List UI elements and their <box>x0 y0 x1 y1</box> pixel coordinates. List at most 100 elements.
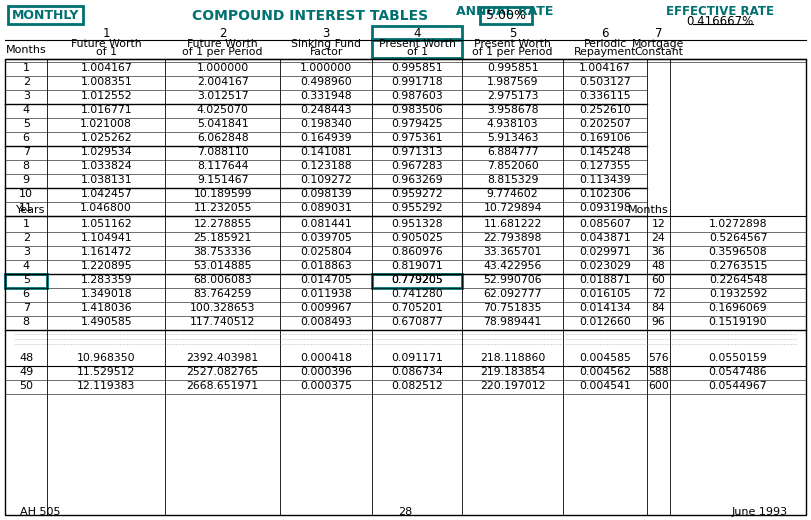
Text: of 1 per Period: of 1 per Period <box>472 47 553 57</box>
Text: 0.336115: 0.336115 <box>579 91 631 101</box>
Text: MONTHLY: MONTHLY <box>12 8 79 21</box>
Text: 0.085607: 0.085607 <box>579 219 631 229</box>
Text: ANNUAL RATE: ANNUAL RATE <box>457 5 554 18</box>
Text: 0.012660: 0.012660 <box>579 317 631 327</box>
Text: 2: 2 <box>23 77 30 87</box>
Text: 62.092777: 62.092777 <box>483 289 542 299</box>
Text: 6: 6 <box>23 133 30 143</box>
Text: 1.104941: 1.104941 <box>80 233 132 243</box>
Text: 0.979425: 0.979425 <box>391 119 443 129</box>
Text: Factor: Factor <box>310 47 343 57</box>
Text: 1.490585: 1.490585 <box>80 317 132 327</box>
Text: 1.418036: 1.418036 <box>80 303 132 313</box>
Text: 600: 600 <box>648 381 669 391</box>
Text: 3.012517: 3.012517 <box>197 91 248 101</box>
Text: 6.062848: 6.062848 <box>197 133 248 143</box>
Text: 22.793898: 22.793898 <box>483 233 542 243</box>
Text: 0.093198: 0.093198 <box>579 203 631 213</box>
Text: 12.119383: 12.119383 <box>77 381 135 391</box>
Text: 0.025804: 0.025804 <box>300 247 352 257</box>
Text: 0.498960: 0.498960 <box>300 77 352 87</box>
Text: 0.959272: 0.959272 <box>391 189 443 199</box>
Text: 1.029534: 1.029534 <box>80 147 132 157</box>
Text: 1.161472: 1.161472 <box>80 247 132 257</box>
Text: 12: 12 <box>652 219 665 229</box>
Text: 52.990706: 52.990706 <box>483 275 542 285</box>
Text: 1.349018: 1.349018 <box>80 289 132 299</box>
Text: 0.1519190: 0.1519190 <box>709 317 767 327</box>
Text: 1.000000: 1.000000 <box>196 63 249 73</box>
Text: 4.025070: 4.025070 <box>197 105 249 115</box>
Text: 6.884777: 6.884777 <box>487 147 539 157</box>
Text: EFFECTIVE RATE: EFFECTIVE RATE <box>666 5 774 18</box>
Text: 0.1696069: 0.1696069 <box>709 303 767 313</box>
Text: 72: 72 <box>652 289 665 299</box>
Text: 6: 6 <box>23 289 30 299</box>
Text: 9.151467: 9.151467 <box>197 175 248 185</box>
Text: 6: 6 <box>601 27 609 40</box>
Bar <box>372 26 462 39</box>
Text: 24: 24 <box>652 233 665 243</box>
Text: 0.0550159: 0.0550159 <box>709 353 767 363</box>
Text: 0.008493: 0.008493 <box>300 317 352 327</box>
Text: 1.038131: 1.038131 <box>80 175 132 185</box>
Text: 1.220895: 1.220895 <box>80 261 132 271</box>
Text: 0.955292: 0.955292 <box>391 203 443 213</box>
Text: 0.004541: 0.004541 <box>579 381 631 391</box>
Text: 0.741280: 0.741280 <box>391 289 443 299</box>
Text: 0.995851: 0.995851 <box>391 63 443 73</box>
Text: 0.963269: 0.963269 <box>391 175 443 185</box>
Text: 10: 10 <box>19 189 33 199</box>
Text: Present Worth: Present Worth <box>474 39 551 49</box>
Text: 0.248443: 0.248443 <box>300 105 352 115</box>
Text: 1.987569: 1.987569 <box>487 77 539 87</box>
Text: 0.109272: 0.109272 <box>300 175 352 185</box>
Text: 0.503127: 0.503127 <box>579 77 631 87</box>
Bar <box>5 274 47 288</box>
Text: 0.011938: 0.011938 <box>300 289 352 299</box>
Text: 1.008351: 1.008351 <box>80 77 132 87</box>
Text: 0.951328: 0.951328 <box>391 219 443 229</box>
Text: Present Worth: Present Worth <box>379 39 456 49</box>
Text: 0.987603: 0.987603 <box>391 91 443 101</box>
Text: 10.729894: 10.729894 <box>483 203 542 213</box>
Text: of 1 per Period: of 1 per Period <box>182 47 263 57</box>
Text: 0.2264548: 0.2264548 <box>709 275 767 285</box>
Text: of 1: of 1 <box>406 47 427 57</box>
Text: 36: 36 <box>652 247 665 257</box>
Text: 0.145248: 0.145248 <box>579 147 631 157</box>
Text: 7: 7 <box>23 147 30 157</box>
Text: 2: 2 <box>23 233 30 243</box>
Text: 0.2763515: 0.2763515 <box>709 261 767 271</box>
Text: 0.000418: 0.000418 <box>300 353 352 363</box>
Bar <box>480 7 532 24</box>
Text: 0.089031: 0.089031 <box>300 203 352 213</box>
Text: 7: 7 <box>654 27 663 40</box>
Text: 0.0544967: 0.0544967 <box>709 381 767 391</box>
Text: 1.021008: 1.021008 <box>80 119 132 129</box>
Text: 0.779205: 0.779205 <box>391 275 443 285</box>
Text: 0.018871: 0.018871 <box>579 275 631 285</box>
Text: 0.705201: 0.705201 <box>391 303 443 313</box>
Text: 0.252610: 0.252610 <box>579 105 631 115</box>
Text: 0.014134: 0.014134 <box>579 303 631 313</box>
Text: 2.975173: 2.975173 <box>487 91 539 101</box>
Text: 1.025262: 1.025262 <box>80 133 132 143</box>
Text: 8.815329: 8.815329 <box>487 175 539 185</box>
Text: 0.975361: 0.975361 <box>391 133 443 143</box>
Text: 0.5264567: 0.5264567 <box>709 233 767 243</box>
Text: 0.819071: 0.819071 <box>391 261 443 271</box>
Text: 1.042457: 1.042457 <box>80 189 132 199</box>
Text: 1: 1 <box>23 219 30 229</box>
Text: 0.860976: 0.860976 <box>391 247 443 257</box>
Text: 218.118860: 218.118860 <box>480 353 545 363</box>
Text: Future Worth: Future Worth <box>71 39 141 49</box>
Text: 0.029971: 0.029971 <box>579 247 631 257</box>
Text: 11.232055: 11.232055 <box>193 203 252 213</box>
Text: 5: 5 <box>508 27 517 40</box>
Text: Sinking Fund: Sinking Fund <box>291 39 361 49</box>
Text: 0.018863: 0.018863 <box>300 261 352 271</box>
Text: 48: 48 <box>19 353 33 363</box>
Text: 0.102306: 0.102306 <box>579 189 631 199</box>
Text: Periodic: Periodic <box>583 39 627 49</box>
